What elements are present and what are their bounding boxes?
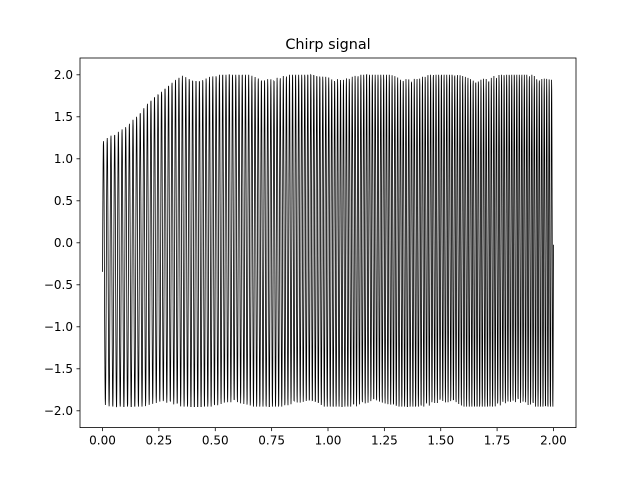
- y-tick-label: 1.5: [54, 110, 73, 124]
- x-tick-label: 1.25: [371, 434, 398, 448]
- y-tick-label: −2.0: [44, 404, 73, 418]
- y-tick-label: 1.0: [54, 152, 73, 166]
- chirp-series-line: [102, 73, 554, 408]
- y-axis: −2.0 −1.5 −1.0 −0.5 0.0 0.5 1.0 1.5 2.0: [44, 68, 80, 418]
- x-tick-label: 1.75: [484, 434, 511, 448]
- x-axis: 0.00 0.25 0.50 0.75 1.00 1.25 1.50 1.75 2.00: [89, 427, 567, 448]
- x-tick-label: 0.00: [89, 434, 116, 448]
- y-tick-label: −1.0: [44, 320, 73, 334]
- x-tick-label: 0.25: [146, 434, 173, 448]
- y-tick-label: 2.0: [54, 68, 73, 82]
- chart-title: Chirp signal: [285, 37, 370, 53]
- x-tick-label: 1.50: [427, 434, 454, 448]
- x-tick-label: 0.75: [258, 434, 285, 448]
- y-tick-label: 0.0: [54, 236, 73, 250]
- plot-area: [102, 73, 554, 408]
- y-tick-label: −0.5: [44, 278, 73, 292]
- x-tick-label: 0.50: [202, 434, 229, 448]
- y-tick-label: 0.5: [54, 194, 73, 208]
- y-tick-label: −1.5: [44, 362, 73, 376]
- x-tick-label: 2.00: [540, 434, 567, 448]
- series-group: [102, 73, 554, 408]
- x-tick-label: 1.00: [315, 434, 342, 448]
